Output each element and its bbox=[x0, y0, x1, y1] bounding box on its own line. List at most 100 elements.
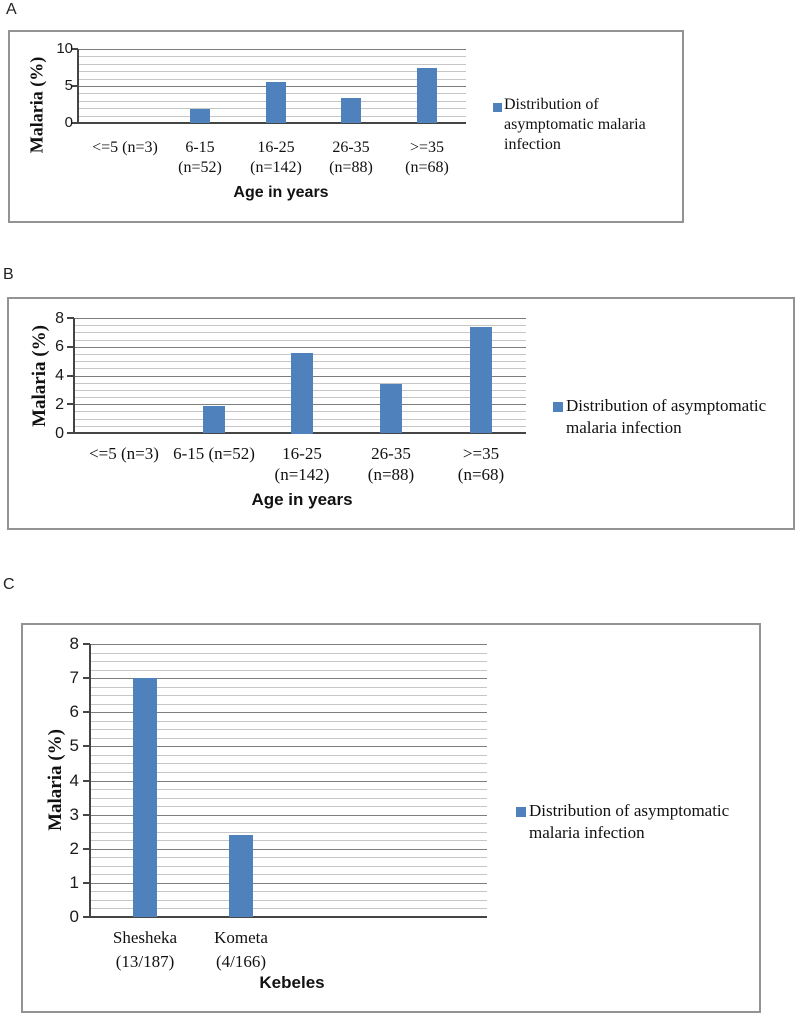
panel-letter: C bbox=[3, 576, 15, 593]
minor-gridline bbox=[78, 56, 466, 57]
bar bbox=[190, 109, 210, 123]
y-tick-label: 0 bbox=[55, 425, 64, 442]
minor-gridline bbox=[90, 729, 487, 730]
major-gridline bbox=[90, 746, 487, 747]
minor-gridline bbox=[90, 891, 487, 892]
minor-gridline bbox=[90, 798, 487, 799]
minor-gridline bbox=[90, 670, 487, 671]
x-axis-line bbox=[90, 916, 487, 918]
plot-area: 0 1 2 3 4 5 6 7 8 Shesheka (13/187) Kometa (4/166) bbox=[70, 634, 487, 971]
legend-color-swatch bbox=[516, 807, 526, 817]
y-tick-mark bbox=[71, 48, 78, 50]
x-tick-label: 16-25 (n=142) bbox=[250, 139, 302, 176]
minor-gridline bbox=[74, 332, 526, 333]
bar bbox=[133, 678, 157, 917]
bar bbox=[291, 353, 313, 434]
major-gridline bbox=[78, 49, 466, 50]
x-tick-label: 26-35 (n=88) bbox=[367, 444, 415, 484]
x-axis-title: Kebeles bbox=[259, 973, 325, 992]
major-gridline bbox=[90, 644, 487, 645]
minor-gridline bbox=[90, 806, 487, 807]
x-tick-label: Kometa (4/166) bbox=[214, 928, 268, 971]
y-tick-mark bbox=[83, 882, 90, 884]
y-tick-label: 4 bbox=[55, 367, 64, 384]
legend-label: Distribution of asymptomatic malaria inf… bbox=[504, 96, 646, 153]
bar bbox=[417, 68, 437, 123]
legend-label: Distribution of asymptomatic malaria inf… bbox=[566, 396, 767, 437]
y-tick-label: 5 bbox=[64, 77, 73, 94]
y-tick-label: 0 bbox=[69, 907, 79, 926]
y-axis-line bbox=[73, 318, 75, 434]
x-axis-title: Age in years bbox=[233, 184, 329, 201]
y-tick-mark bbox=[67, 403, 74, 405]
x-tick-label: 6-15 (n=52) bbox=[173, 444, 255, 463]
minor-gridline bbox=[90, 661, 487, 662]
minor-gridline bbox=[78, 79, 466, 80]
y-tick-mark bbox=[67, 317, 74, 319]
y-tick-mark bbox=[71, 85, 78, 87]
y-tick-label: 6 bbox=[55, 338, 64, 355]
minor-gridline bbox=[90, 772, 487, 773]
y-tick-label: 1 bbox=[69, 873, 79, 892]
y-tick-mark bbox=[71, 122, 78, 124]
y-tick-label: 6 bbox=[69, 702, 79, 721]
legend-color-swatch bbox=[493, 103, 502, 112]
minor-gridline bbox=[90, 900, 487, 901]
y-tick-mark bbox=[83, 848, 90, 850]
minor-gridline bbox=[90, 653, 487, 654]
major-gridline bbox=[90, 678, 487, 679]
x-tick-label: 6-15 (n=52) bbox=[178, 139, 222, 176]
x-tick-label: 16-25 (n=142) bbox=[274, 444, 330, 484]
y-axis-line bbox=[89, 644, 91, 918]
y-axis-line bbox=[77, 49, 79, 124]
minor-gridline bbox=[90, 840, 487, 841]
x-axis-line bbox=[78, 122, 466, 124]
y-tick-label: 4 bbox=[69, 771, 79, 790]
bar bbox=[470, 327, 492, 433]
minor-gridline bbox=[74, 325, 526, 326]
major-gridline bbox=[90, 849, 487, 850]
minor-gridline bbox=[78, 64, 466, 65]
y-tick-label: 7 bbox=[69, 668, 79, 687]
x-tick-label: Shesheka (13/187) bbox=[112, 928, 178, 971]
bar bbox=[229, 835, 253, 917]
minor-gridline bbox=[74, 340, 526, 341]
bar bbox=[266, 82, 286, 123]
y-tick-label: 3 bbox=[69, 805, 79, 824]
minor-gridline bbox=[90, 866, 487, 867]
x-tick-label: >=35 (n=68) bbox=[457, 444, 505, 484]
minor-gridline bbox=[90, 908, 487, 909]
y-tick-label: 2 bbox=[55, 396, 64, 413]
y-tick-label: 8 bbox=[55, 310, 64, 327]
y-tick-label: 0 bbox=[64, 114, 73, 131]
y-tick-mark bbox=[67, 432, 74, 434]
major-gridline bbox=[74, 318, 526, 319]
y-tick-label: 8 bbox=[69, 634, 79, 653]
minor-gridline bbox=[90, 755, 487, 756]
legend-label: Distribution of asymptomatic malaria inf… bbox=[529, 801, 730, 842]
x-tick-label: 26-35 (n=88) bbox=[329, 139, 373, 176]
y-axis-title: Malaria (%) bbox=[26, 56, 47, 154]
y-tick-label: 5 bbox=[69, 736, 79, 755]
plot-area: 0 5 10 <=5 (n=3) 6-15 (n=52) 16-25 (n=142) 26-35… bbox=[56, 40, 466, 176]
y-tick-mark bbox=[83, 643, 90, 645]
y-tick-label: 2 bbox=[69, 839, 79, 858]
plot-area: 0 2 4 6 8 <=5 (n=3) 6-15 (n=52) 16-25 (n=142) 26-… bbox=[55, 310, 526, 484]
panel-letter: B bbox=[3, 266, 14, 283]
minor-gridline bbox=[90, 823, 487, 824]
bar bbox=[380, 384, 402, 433]
y-tick-label: 10 bbox=[56, 40, 73, 57]
major-gridline bbox=[90, 883, 487, 884]
y-tick-mark bbox=[83, 780, 90, 782]
major-gridline bbox=[90, 712, 487, 713]
minor-gridline bbox=[78, 71, 466, 72]
y-tick-mark bbox=[83, 677, 90, 679]
bar bbox=[203, 406, 225, 433]
bar bbox=[341, 98, 361, 123]
major-gridline bbox=[90, 781, 487, 782]
minor-gridline bbox=[90, 721, 487, 722]
y-tick-mark bbox=[83, 916, 90, 918]
major-gridline bbox=[90, 815, 487, 816]
minor-gridline bbox=[90, 832, 487, 833]
minor-gridline bbox=[90, 874, 487, 875]
